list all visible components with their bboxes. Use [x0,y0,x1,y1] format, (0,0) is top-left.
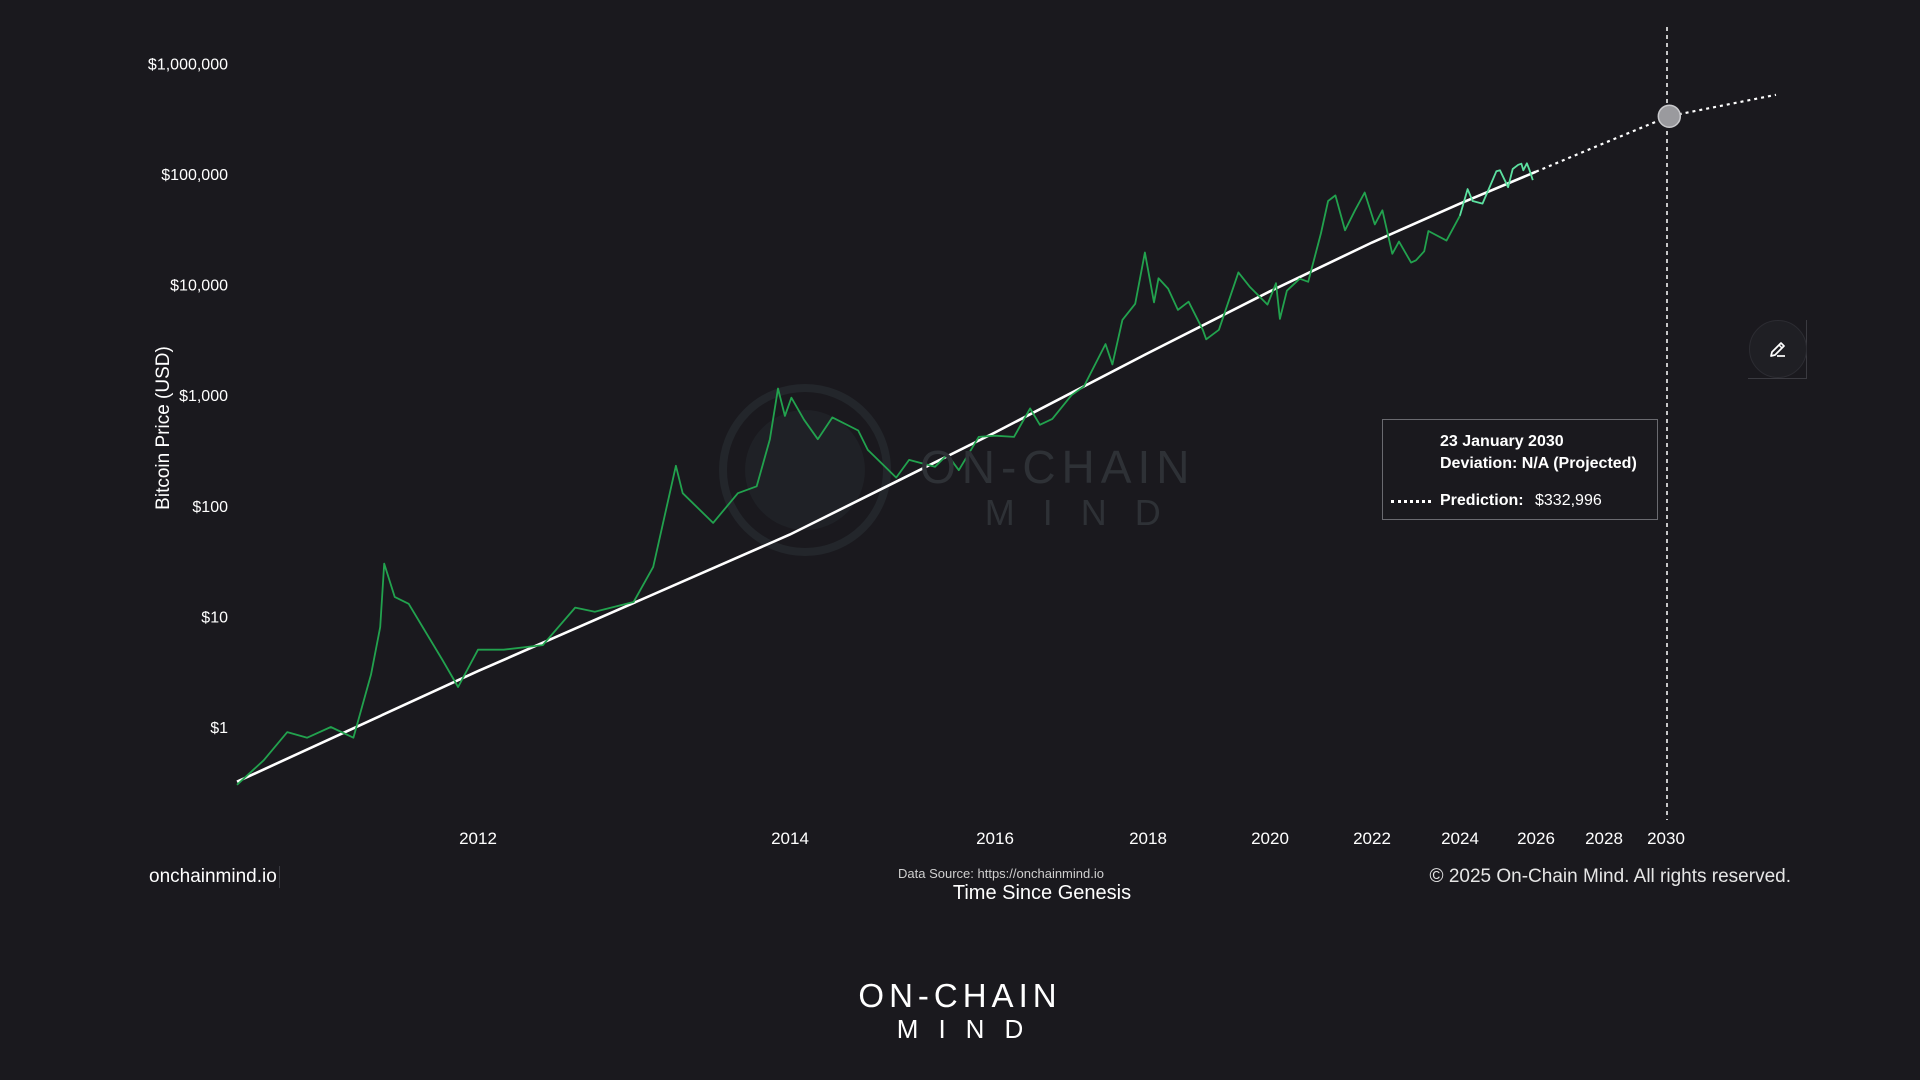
brand-line1: ON-CHAIN [858,977,1062,1014]
brand-logo: ON-CHAIN MIND [0,977,1920,1045]
y-tick-label: $100 [192,499,228,516]
x-tick-label: 2028 [1585,829,1623,848]
copyright: © 2025 On-Chain Mind. All rights reserve… [1429,866,1791,887]
y-tick-label: $1 [210,720,228,737]
tooltip: 23 January 2030 Deviation: N/A (Projecte… [1382,419,1658,520]
price-line-recent [1459,162,1534,216]
series-layer [236,93,1777,786]
x-tick-label: 2020 [1251,829,1289,848]
y-tick-label: $1,000,000 [148,56,228,73]
marker-layer [1657,104,1682,128]
pencil-icon [1770,342,1785,357]
y-tick-label: $10 [201,609,228,626]
x-axis: 2012 2014 2016 2018 2020 2022 2024 2026 2028 2030 [459,829,1685,848]
x-tick-label: 2024 [1441,829,1479,848]
x-tick-label: 2012 [459,829,497,848]
tooltip-prediction-value: $332,996 [1535,492,1602,509]
watermark: ON-CHAIN MIND [920,440,1195,534]
y-axis-title: Bitcoin Price (USD) [153,346,174,510]
x-tick-label: 2030 [1647,829,1685,848]
watermark-line1: ON-CHAIN [920,441,1196,493]
x-tick-label: 2018 [1129,829,1167,848]
x-axis-title: Time Since Genesis [952,882,1132,904]
y-tick-label: $100,000 [161,167,228,184]
x-tick-label: 2014 [771,829,809,848]
watermark-line2: MIND [984,492,1189,533]
price-line [236,191,1461,786]
brand-line2: MIND [896,1014,1044,1044]
tooltip-prediction-label: Prediction: [1440,492,1524,509]
tooltip-deviation: Deviation: N/A (Projected) [1440,455,1637,472]
edit-button[interactable] [1749,320,1807,378]
projection-marker[interactable] [1657,104,1682,128]
x-tick-label: 2016 [976,829,1014,848]
watermark-logo [719,384,891,556]
site-link[interactable]: onchainmind.io [149,866,280,888]
y-tick-label: $1,000 [179,388,228,405]
regression-line [236,170,1537,783]
y-tick-label: $10,000 [170,278,228,295]
y-axis: $1,000,000 $100,000 $10,000 $1,000 $100 $10 $1 [148,56,228,737]
data-source: Data Source: https://onchainmind.io [898,866,1104,881]
x-tick-label: 2022 [1353,829,1391,848]
tooltip-date: 23 January 2030 [1440,433,1564,450]
x-tick-label: 2026 [1517,829,1555,848]
projection-line [1535,93,1777,173]
tooltip-projection-swatch [1391,500,1431,503]
